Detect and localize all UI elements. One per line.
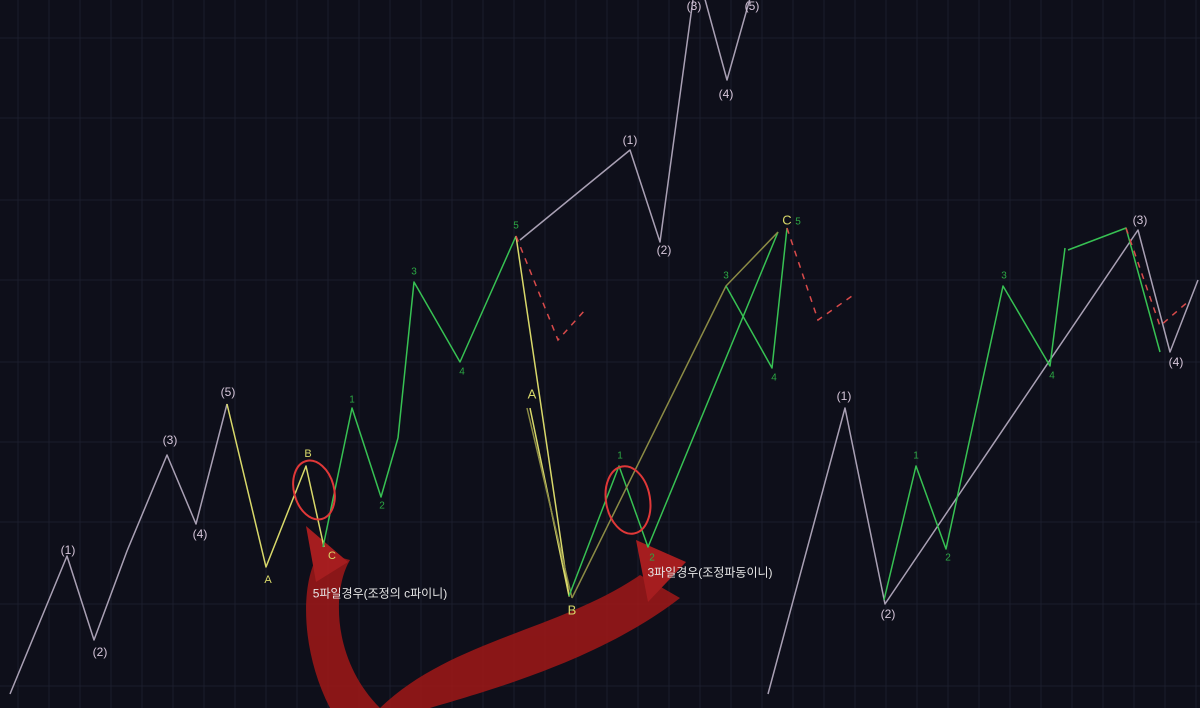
wave-label: (5) <box>221 385 236 399</box>
wave-label: 1 <box>617 451 623 462</box>
elliott-wave-chart <box>0 0 1200 708</box>
wave-label: 3파일경우(조정파동이니) <box>647 564 772 581</box>
wave-label: (3) <box>1133 213 1148 227</box>
wave-label: (4) <box>1169 355 1184 369</box>
wave-label: C <box>328 550 336 562</box>
wave-label: 2 <box>379 501 385 512</box>
wave-label: A <box>264 574 271 586</box>
wave-label: (1) <box>623 133 638 147</box>
wave-label: B <box>568 603 577 618</box>
wave-label: 4 <box>1049 371 1055 382</box>
wave-label: 4 <box>771 373 777 384</box>
wave-label: (5) <box>745 0 760 13</box>
wave-label: (2) <box>881 607 896 621</box>
wave-label: 2 <box>945 553 951 564</box>
wave-label: (2) <box>93 645 108 659</box>
wave-label: 4 <box>459 367 465 378</box>
wave-label: 3 <box>723 271 729 282</box>
wave-label: (1) <box>61 543 76 557</box>
wave-label: B <box>304 448 311 460</box>
wave-label: (1) <box>837 389 852 403</box>
wave-label: (2) <box>657 243 672 257</box>
wave-label: 3 <box>411 267 417 278</box>
wave-label: 5 <box>513 221 519 232</box>
wave-label: 2 <box>649 553 655 564</box>
wave-label: A <box>528 387 537 402</box>
wave-label: C <box>782 213 791 228</box>
wave-label: 1 <box>349 395 355 406</box>
wave-label: (3) <box>687 0 702 13</box>
wave-label: (4) <box>719 87 734 101</box>
wave-label: 1 <box>913 451 919 462</box>
wave-label: 3 <box>1001 271 1007 282</box>
wave-label: (4) <box>193 527 208 541</box>
wave-label: 5파일경우(조정의 c파이니) <box>313 585 447 602</box>
wave-label: 5 <box>795 217 801 228</box>
wave-label: (3) <box>163 433 178 447</box>
